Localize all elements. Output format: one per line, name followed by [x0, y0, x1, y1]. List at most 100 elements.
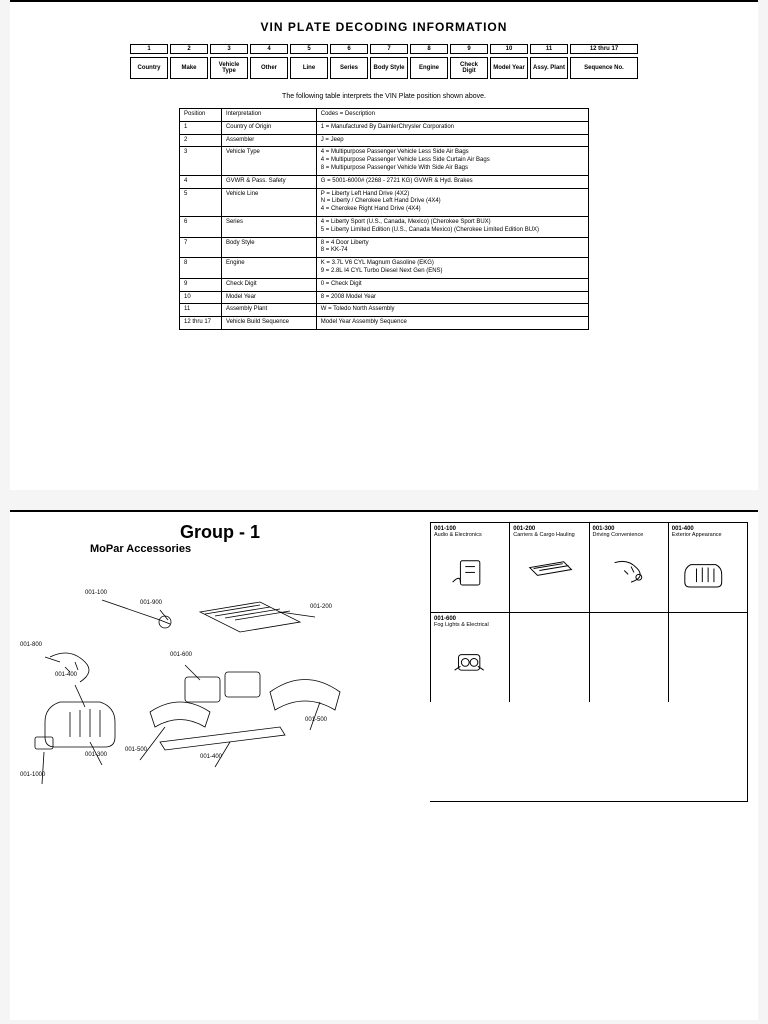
vin-pos-cell: 6 [330, 44, 368, 54]
callout-label: 001-400 [55, 672, 77, 678]
table-row: 5Vehicle LineP = Liberty Left Hand Drive… [180, 188, 589, 216]
part-desc: Carriers & Cargo Hauling [513, 532, 585, 538]
table-cell: Body Style [221, 237, 316, 258]
table-cell: Vehicle Line [221, 188, 316, 216]
table-cell: Series [221, 216, 316, 237]
header-cell: Position [180, 109, 222, 122]
lower-section: Group - 1 MoPar Accessories [10, 512, 758, 812]
vin-pos-cell: 10 [490, 44, 528, 54]
callout-label: 001-200 [310, 604, 332, 610]
parts-grid: 001-100 Audio & Electronics 001-200 Carr… [430, 522, 748, 802]
table-cell: 3 [180, 147, 222, 175]
table-cell: Assembly Plant [221, 304, 316, 317]
part-cell-empty [668, 612, 747, 702]
part-cell: 001-100 Audio & Electronics [430, 522, 509, 612]
table-row: 1Country of Origin1 = Manufactured By Da… [180, 121, 589, 134]
callout-label: 001-600 [170, 652, 192, 658]
header-cell: Codes = Description [316, 109, 588, 122]
table-cell: 9 [180, 278, 222, 291]
table-cell: Check Digit [221, 278, 316, 291]
table-row: 2AssemblerJ = Jeep [180, 134, 589, 147]
table-cell: 4 [180, 175, 222, 188]
table-row: 3Vehicle Type4 = Multipurpose Passenger … [180, 147, 589, 175]
table-row: 11Assembly PlantW = Toledo North Assembl… [180, 304, 589, 317]
table-cell: 10 [180, 291, 222, 304]
vin-label-cell: Make [170, 57, 208, 79]
part-desc: Driving Convenience [593, 532, 665, 538]
vin-label-cell: Other [250, 57, 288, 79]
vin-pos-cell: 7 [370, 44, 408, 54]
table-cell: 2 [180, 134, 222, 147]
vin-pos-cell: 9 [450, 44, 488, 54]
subtitle: The following table interprets the VIN P… [10, 93, 758, 100]
vin-label-cell: Check Digit [450, 57, 488, 79]
part-cell-empty [589, 612, 668, 702]
table-cell: 5 [180, 188, 222, 216]
vin-pos-cell: 11 [530, 44, 568, 54]
callout-label: 001-500 [305, 717, 327, 723]
vin-label-cell: Series [330, 57, 368, 79]
table-cell: 8 = 4 Door Liberty 8 = KK-74 [316, 237, 588, 258]
group-subtitle: MoPar Accessories [20, 543, 420, 555]
table-row: 6Series4 = Liberty Sport (U.S., Canada, … [180, 216, 589, 237]
vin-label-cell: Engine [410, 57, 448, 79]
table-cell: W = Toledo North Assembly [316, 304, 588, 317]
table-row: 10Model Year8 = 2008 Model Year [180, 291, 589, 304]
vin-pos-cell: 4 [250, 44, 288, 54]
vin-label-cell: Line [290, 57, 328, 79]
table-cell: 4 = Multipurpose Passenger Vehicle Less … [316, 147, 588, 175]
table-cell: 0 = Check Digit [316, 278, 588, 291]
callout-label: 001-900 [140, 600, 162, 606]
vin-label-cell: Country [130, 57, 168, 79]
callout-label: 001-300 [85, 752, 107, 758]
header-cell: Interpretation [221, 109, 316, 122]
table-row: 9Check Digit0 = Check Digit [180, 278, 589, 291]
table-cell: 12 thru 17 [180, 317, 222, 330]
vin-label-cell: Vehicle Type [210, 57, 248, 79]
table-cell: Model Year [221, 291, 316, 304]
exploded-diagram: Group - 1 MoPar Accessories [20, 522, 420, 802]
table-cell: K = 3.7L V6 CYL Magnum Gasoline (EKG) 9 … [316, 258, 588, 279]
vin-pos-cell: 12 thru 17 [570, 44, 638, 54]
part-thumb-icon [600, 553, 658, 592]
part-cell: 001-400 Exterior Appearance [668, 522, 747, 612]
table-cell: 7 [180, 237, 222, 258]
group-title: Group - 1 [20, 522, 420, 543]
part-cell: 001-300 Driving Convenience [589, 522, 668, 612]
vin-label-cell: Assy. Plant [530, 57, 568, 79]
vin-position-row: 1 2 3 4 5 6 7 8 9 10 11 12 thru 17 [10, 44, 758, 54]
table-header-row: Position Interpretation Codes = Descript… [180, 109, 589, 122]
part-desc: Fog Lights & Electrical [434, 622, 506, 628]
table-cell: G = 5001-6000# (2268 - 2721 KG) GVWR & H… [316, 175, 588, 188]
table-row: 8EngineK = 3.7L V6 CYL Magnum Gasoline (… [180, 258, 589, 279]
table-cell: P = Liberty Left Hand Drive (4X2) N = Li… [316, 188, 588, 216]
table-row: 7Body Style8 = 4 Door Liberty 8 = KK-74 [180, 237, 589, 258]
table-row: 12 thru 17Vehicle Build SequenceModel Ye… [180, 317, 589, 330]
vin-label-cell: Model Year [490, 57, 528, 79]
table-row: 4GVWR & Pass. SafetyG = 5001-6000# (2268… [180, 175, 589, 188]
callout-label: 001-500 [125, 747, 147, 753]
table-cell: Model Year Assembly Sequence [316, 317, 588, 330]
page-title: VIN PLATE DECODING INFORMATION [10, 2, 758, 44]
decode-table: Position Interpretation Codes = Descript… [179, 108, 589, 330]
page-2: Group - 1 MoPar Accessories [10, 510, 758, 1020]
table-cell: 6 [180, 216, 222, 237]
table-cell: Engine [221, 258, 316, 279]
vin-pos-cell: 8 [410, 44, 448, 54]
table-cell: Assembler [221, 134, 316, 147]
part-thumb-icon [679, 553, 737, 592]
table-cell: GVWR & Pass. Safety [221, 175, 316, 188]
callout-label: 001-400 [200, 754, 222, 760]
table-cell: 8 = 2008 Model Year [316, 291, 588, 304]
part-thumb-icon [441, 643, 499, 682]
vin-label-cell: Body Style [370, 57, 408, 79]
table-cell: 11 [180, 304, 222, 317]
part-desc: Exterior Appearance [672, 532, 744, 538]
table-cell: 8 [180, 258, 222, 279]
table-cell: Country of Origin [221, 121, 316, 134]
table-cell: 1 [180, 121, 222, 134]
page-1: VIN PLATE DECODING INFORMATION 1 2 3 4 5… [10, 0, 758, 490]
callout-label: 001-100 [85, 590, 107, 596]
part-cell-empty [509, 612, 588, 702]
vin-label-cell: Sequence No. [570, 57, 638, 79]
